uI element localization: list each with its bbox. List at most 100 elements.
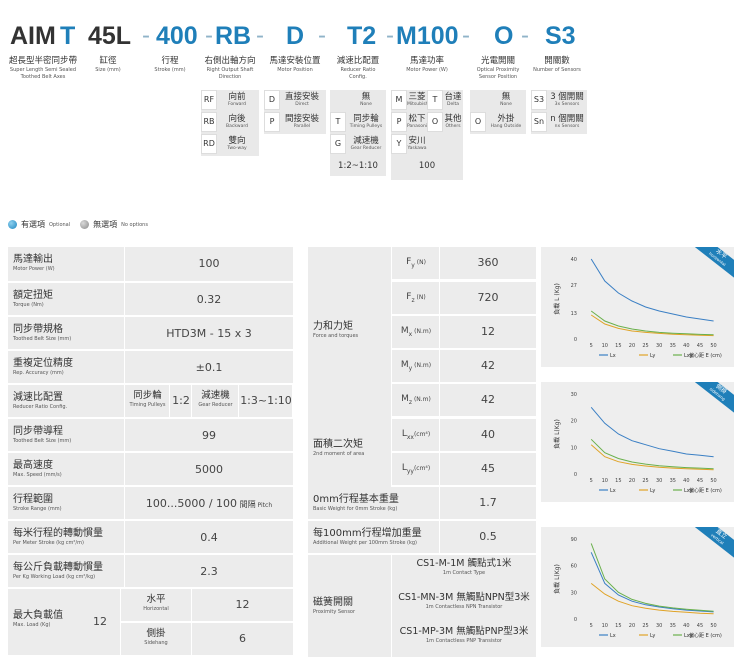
x-tick-label: 20	[629, 623, 635, 629]
series-line-lxy	[590, 310, 714, 336]
code-sensor: O	[494, 22, 514, 50]
code-separator: -	[386, 22, 394, 49]
x-tick-label: 25	[642, 623, 648, 629]
force-symbol: Fy (N)	[406, 257, 426, 269]
spec-value-cell	[125, 385, 169, 417]
spec-label: 最高速度 Max. Speed (mm/s)	[13, 460, 62, 478]
spec-value: 100	[198, 257, 220, 270]
legend-label-ly: Ly	[650, 633, 655, 639]
spec-symbol-cell	[392, 247, 439, 279]
x-tick-label: 30	[656, 623, 662, 629]
legend-label-lx: Lx	[610, 633, 616, 639]
moment-symbol: Lxx(cm⁴)	[401, 429, 431, 441]
spec-label-cell	[121, 623, 191, 655]
option-3-sensors[interactable]: S3 3 個開關 3x Sensors	[531, 90, 587, 110]
max-load-sidehang-value: 6	[239, 632, 246, 645]
option-timing-pulleys[interactable]: T 同步輪 Timing Pulleys	[330, 112, 386, 132]
option-n-sensors[interactable]: Sn n 個開關 nx Sensors	[531, 112, 587, 132]
option-code: RF	[201, 90, 217, 110]
x-tick-label: 10	[602, 478, 608, 484]
optional-dot-icon	[8, 220, 17, 229]
spec-value-cell	[125, 521, 293, 553]
option-yaskawa[interactable]: Y 安川 Yaskawa	[391, 134, 427, 154]
option-hang-outside[interactable]: O 外掛 Hang Outside	[470, 112, 526, 132]
chart-svg: 負載 L(Kg) 0 10 20 30 5 10 15 20 25 30 35 40 45 50 Lx Ly Lx…	[553, 392, 722, 494]
weight-per-100mm-value: 0.5	[479, 530, 497, 543]
option-no-sensor[interactable]: 無 None	[470, 90, 526, 110]
option-rf[interactable]: RF 向前 Forward	[201, 90, 257, 110]
x-tick-label: 40	[683, 623, 689, 629]
spec-value-cell	[440, 453, 536, 485]
load-chart-horizontal: 負載 L (Kg) 0 13 27 40 5 10 15 20 25 30 35 40 45 50 Lx Ly L…	[541, 247, 734, 367]
y-axis-label: 負載 L (Kg)	[553, 283, 561, 315]
option-direct[interactable]: D 直接安裝 Direct	[264, 90, 324, 110]
label-reducer: 減速比配置 Reducer Ratio Config.	[336, 56, 380, 80]
code-separator: -	[142, 22, 150, 49]
spec-value: 2.3	[200, 565, 218, 578]
spec-value-cell	[125, 419, 293, 451]
code-separator: -	[256, 22, 264, 49]
code-size: 45L	[88, 22, 132, 50]
y-tick-label: 60	[571, 564, 577, 570]
spec-label: 行程範圍 Stroke Range (mm)	[13, 494, 62, 512]
option-delta[interactable]: T 台達 Delta	[427, 90, 463, 110]
spec-label: 減速比配置 Reducer Ratio Config.	[13, 392, 68, 410]
option-parallel[interactable]: P 間接安裝 Parallel	[264, 112, 324, 132]
y-axis-label: 負載 L(Kg)	[553, 564, 561, 594]
option-code: M	[391, 90, 407, 110]
spec-symbol-cell	[392, 419, 439, 451]
y-tick-label: 0	[574, 617, 577, 623]
weight-per-100mm-label: 每100mm行程增加重量 Additional Weight per 100mm …	[313, 528, 422, 546]
x-tick-label: 50	[710, 343, 716, 349]
reducer-ratio: 1:2~1:10	[338, 161, 378, 171]
spec-value-cell	[440, 350, 536, 382]
y-tick-label: 0	[574, 337, 577, 343]
reducer-pulley-value: 1:2	[172, 394, 190, 407]
force-symbol: Fz (N)	[406, 292, 426, 304]
option-rd[interactable]: RD 雙向 Two-way	[201, 134, 257, 154]
x-tick-label: 5	[590, 478, 593, 484]
weight-0mm-value: 1.7	[479, 496, 497, 509]
y-tick-label: 90	[571, 537, 577, 543]
option-code: P	[264, 112, 280, 132]
x-tick-label: 45	[697, 623, 703, 629]
chart-svg: 負載 L (Kg) 0 13 27 40 5 10 15 20 25 30 35 40 45 50 Lx Ly L…	[553, 257, 722, 359]
spec-value-cell	[440, 419, 536, 451]
option-panasonic[interactable]: P 松下 Panasonic	[391, 112, 430, 132]
option-no-reducer[interactable]: 無 None	[330, 90, 386, 110]
spec-label: 每米行程的轉動慣量 Per Meter Stroke (kg cm²/m)	[13, 528, 103, 546]
option-code: S3	[531, 90, 547, 110]
x-tick-label: 45	[697, 343, 703, 349]
series-line-ly	[590, 314, 714, 337]
force-value: 42	[481, 393, 495, 406]
x-tick-label: 10	[602, 623, 608, 629]
spec-value-cell	[440, 384, 536, 416]
spec-value-cell	[125, 555, 293, 587]
legend-label-lxy: Lxy	[684, 488, 693, 494]
max-load-label: 最大負載值 Max. Load (Kg)	[13, 610, 63, 628]
option-rb[interactable]: RB 向後 Backward	[201, 112, 257, 132]
spec-label-cell	[8, 453, 124, 485]
max-load-horizontal-value: 12	[235, 598, 250, 611]
label-stroke: 行程 Stroke (mm)	[154, 56, 186, 73]
code-type: T	[60, 22, 76, 50]
reducer-pulley: 同步輪 Timing Pulleys	[129, 390, 166, 408]
spec-label: 重複定位精度 Rep. Accuracy (mm)	[13, 358, 73, 376]
sensor-model: CS1-M-1M 觸點式1米 1m Contact Type	[416, 558, 512, 576]
option-mitsubishi[interactable]: M 三菱 Mitsubishi	[391, 90, 430, 110]
option-gear-reducer[interactable]: G 減速機 Gear Reducer	[330, 134, 386, 154]
x-tick-label: 40	[683, 343, 689, 349]
chart-svg: 負載 L(Kg) 0 30 60 90 5 10 15 20 25 30 35 40 45 50 Lx Ly Lx…	[553, 537, 722, 639]
x-tick-label: 15	[615, 478, 621, 484]
spec-value: ±0.1	[195, 361, 223, 374]
spec-label-cell	[308, 419, 391, 487]
force-symbol: Mz (N.m)	[401, 394, 431, 406]
option-others[interactable]: O 其他 Others	[427, 112, 463, 132]
weight-0mm-label: 0mm行程基本重量 Basic Weight for 0mm Stroke (kg…	[313, 494, 399, 512]
x-tick-label: 45	[697, 478, 703, 484]
spec-value-cell	[440, 487, 536, 519]
code-stroke: 400	[156, 22, 198, 50]
spec-value-cell	[125, 351, 293, 383]
x-tick-label: 5	[590, 623, 593, 629]
x-tick-label: 25	[642, 343, 648, 349]
